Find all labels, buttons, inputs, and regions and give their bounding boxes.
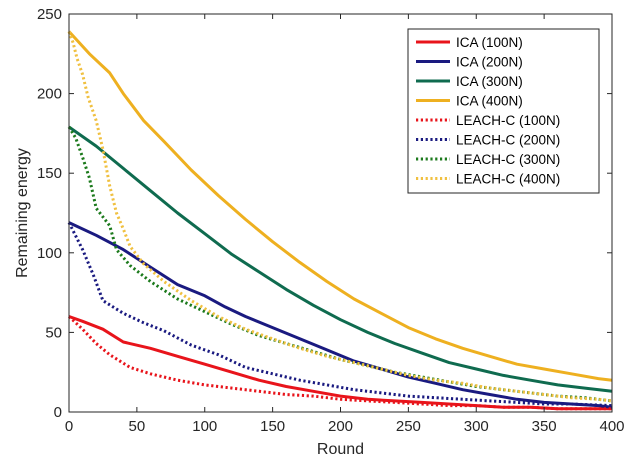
series-line-8	[67, 30, 613, 403]
series-line-7	[67, 126, 613, 403]
series-line-1	[68, 315, 612, 411]
y-tick-label: 250	[37, 6, 62, 23]
series-line-5	[67, 315, 612, 411]
series-line-6	[67, 221, 613, 408]
legend-label-6: LEACH-C (200N)	[456, 133, 560, 148]
legend-label-4: ICA (400N)	[456, 94, 523, 109]
x-tick-label: 200	[328, 418, 353, 435]
series-line-2	[68, 221, 613, 409]
axes-layer: 0 50 100 150 200 250 300 350 400 0 50 100 150 200 250	[37, 6, 625, 435]
legend-label-7: LEACH-C (300N)	[456, 152, 560, 167]
x-axis-label: Round	[317, 441, 364, 458]
y-tick-label: 100	[37, 245, 62, 262]
y-axis-label: Remaining energy	[14, 148, 31, 278]
legend: ICA (100N) ICA (200N) ICA (300N) ICA (400N)…	[407, 28, 600, 194]
legend-label-1: ICA (100N)	[456, 35, 523, 50]
x-tick-label: 400	[599, 418, 624, 435]
x-tick-label: 50	[129, 418, 146, 435]
y-tick-label: 50	[45, 324, 62, 341]
x-tick-label: 350	[532, 418, 557, 435]
legend-label-2: ICA (200N)	[456, 55, 523, 70]
x-tick-label: 300	[464, 418, 489, 435]
y-tick-label: 150	[37, 165, 62, 182]
x-tick-label: 150	[260, 418, 285, 435]
x-tick-label: 250	[396, 418, 421, 435]
y-tick-label: 0	[54, 404, 62, 421]
x-tick-label: 100	[192, 418, 217, 435]
y-tick-label: 200	[37, 86, 62, 103]
legend-box	[407, 28, 600, 194]
legend-label-5: LEACH-C (100N)	[456, 113, 560, 128]
series-layer	[67, 30, 613, 411]
x-tick-label: 0	[65, 418, 73, 435]
legend-label-3: ICA (300N)	[456, 74, 523, 89]
legend-label-8: LEACH-C (400N)	[456, 172, 560, 187]
series-line-4	[67, 30, 613, 382]
series-line-3	[68, 125, 613, 393]
